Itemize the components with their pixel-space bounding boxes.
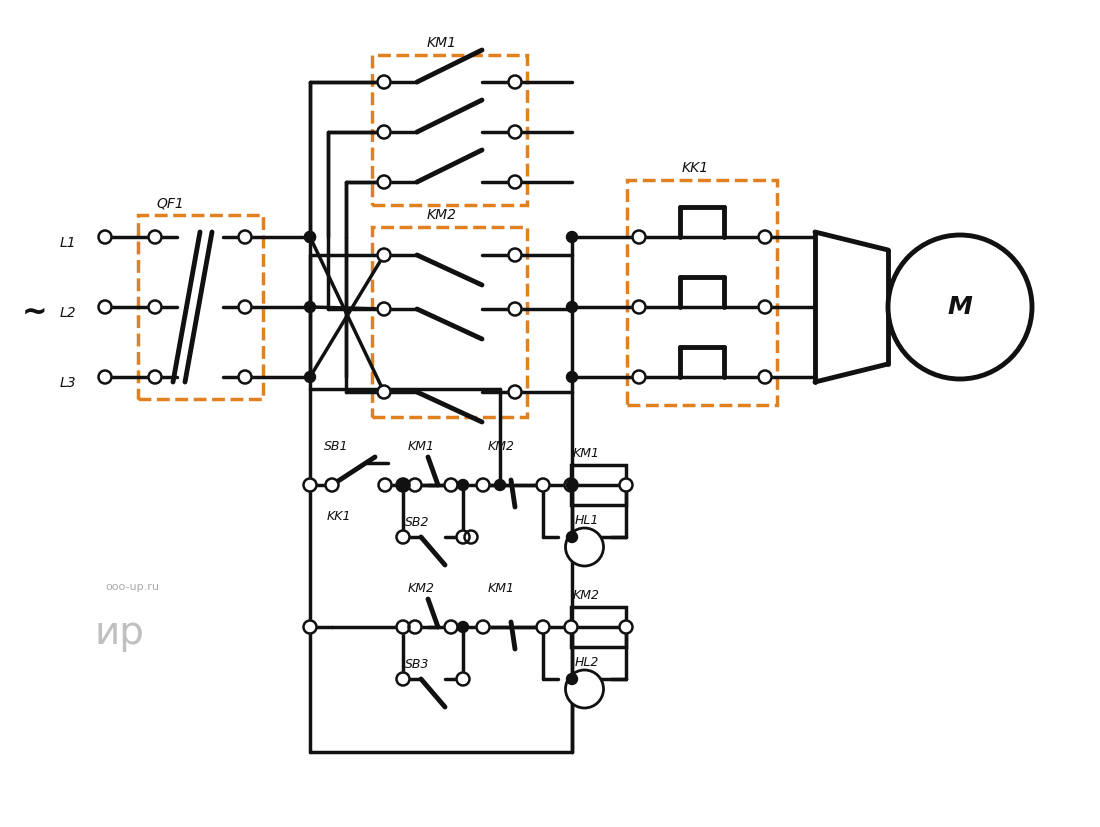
Text: KM1: KM1	[573, 447, 600, 460]
Circle shape	[397, 480, 408, 490]
Circle shape	[99, 231, 111, 243]
Circle shape	[377, 385, 390, 399]
Circle shape	[495, 480, 506, 490]
Circle shape	[396, 530, 409, 543]
Bar	[627, 180, 777, 405]
Text: QF1: QF1	[156, 197, 184, 211]
Circle shape	[759, 300, 771, 313]
Circle shape	[305, 232, 316, 242]
Circle shape	[476, 479, 490, 491]
Circle shape	[148, 370, 162, 384]
Circle shape	[537, 479, 550, 491]
Bar	[571, 465, 626, 505]
Circle shape	[305, 302, 316, 313]
Circle shape	[632, 370, 646, 384]
Circle shape	[444, 479, 458, 491]
Circle shape	[378, 479, 392, 491]
Text: KM1: KM1	[488, 582, 515, 595]
Bar	[372, 227, 527, 417]
Circle shape	[464, 530, 477, 543]
Text: SB2: SB2	[405, 516, 429, 529]
Circle shape	[377, 175, 390, 189]
Circle shape	[537, 620, 550, 633]
Circle shape	[508, 75, 521, 88]
Circle shape	[148, 231, 162, 243]
Circle shape	[566, 302, 578, 313]
Bar	[571, 607, 626, 647]
Circle shape	[508, 248, 521, 261]
Text: HL1: HL1	[574, 514, 598, 527]
Circle shape	[619, 479, 632, 491]
Circle shape	[565, 670, 604, 708]
Text: HL2: HL2	[574, 656, 598, 669]
Text: L1: L1	[60, 236, 77, 250]
Circle shape	[458, 622, 469, 633]
Circle shape	[305, 232, 316, 242]
Circle shape	[632, 231, 646, 243]
Circle shape	[408, 620, 421, 633]
Text: KM1: KM1	[427, 36, 456, 50]
Text: M: M	[947, 295, 972, 319]
Circle shape	[508, 126, 521, 138]
Circle shape	[759, 231, 771, 243]
Text: ир: ир	[95, 614, 145, 652]
Circle shape	[566, 532, 578, 543]
Circle shape	[564, 479, 578, 491]
Circle shape	[326, 479, 339, 491]
Bar	[138, 215, 263, 399]
Circle shape	[456, 530, 470, 543]
Circle shape	[239, 300, 252, 313]
Text: SB1: SB1	[324, 440, 349, 453]
Circle shape	[888, 235, 1032, 379]
Circle shape	[99, 370, 111, 384]
Circle shape	[99, 300, 111, 313]
Text: KM1: KM1	[408, 440, 435, 453]
Text: KM2: KM2	[488, 440, 515, 453]
Text: KK1: KK1	[327, 510, 352, 523]
Circle shape	[632, 300, 646, 313]
Text: L3: L3	[60, 376, 77, 390]
Circle shape	[566, 371, 578, 383]
Circle shape	[239, 231, 252, 243]
Circle shape	[565, 528, 604, 566]
Circle shape	[377, 248, 390, 261]
Circle shape	[305, 371, 316, 383]
Circle shape	[508, 385, 521, 399]
Circle shape	[444, 620, 458, 633]
Text: KK1: KK1	[682, 161, 710, 175]
Circle shape	[759, 370, 771, 384]
Circle shape	[458, 480, 469, 490]
Circle shape	[396, 479, 409, 491]
Circle shape	[377, 126, 390, 138]
Circle shape	[508, 303, 521, 315]
Bar	[372, 55, 527, 205]
Text: SB3: SB3	[405, 658, 429, 671]
Circle shape	[566, 673, 578, 685]
Text: KM2: KM2	[427, 208, 456, 222]
Circle shape	[508, 175, 521, 189]
Circle shape	[476, 620, 490, 633]
Circle shape	[396, 620, 409, 633]
Circle shape	[619, 620, 632, 633]
Text: KM2: KM2	[408, 582, 435, 595]
Circle shape	[304, 479, 317, 491]
Text: ooo-up.ru: ooo-up.ru	[104, 582, 160, 592]
Circle shape	[377, 303, 390, 315]
Circle shape	[456, 672, 470, 686]
Text: KM2: KM2	[573, 589, 600, 602]
Circle shape	[564, 620, 578, 633]
Circle shape	[304, 620, 317, 633]
Circle shape	[566, 232, 578, 242]
Circle shape	[396, 672, 409, 686]
Circle shape	[408, 479, 421, 491]
Text: ~: ~	[22, 298, 47, 327]
Circle shape	[566, 480, 578, 490]
Circle shape	[148, 300, 162, 313]
Circle shape	[377, 75, 390, 88]
Circle shape	[239, 370, 252, 384]
Text: L2: L2	[60, 306, 77, 320]
